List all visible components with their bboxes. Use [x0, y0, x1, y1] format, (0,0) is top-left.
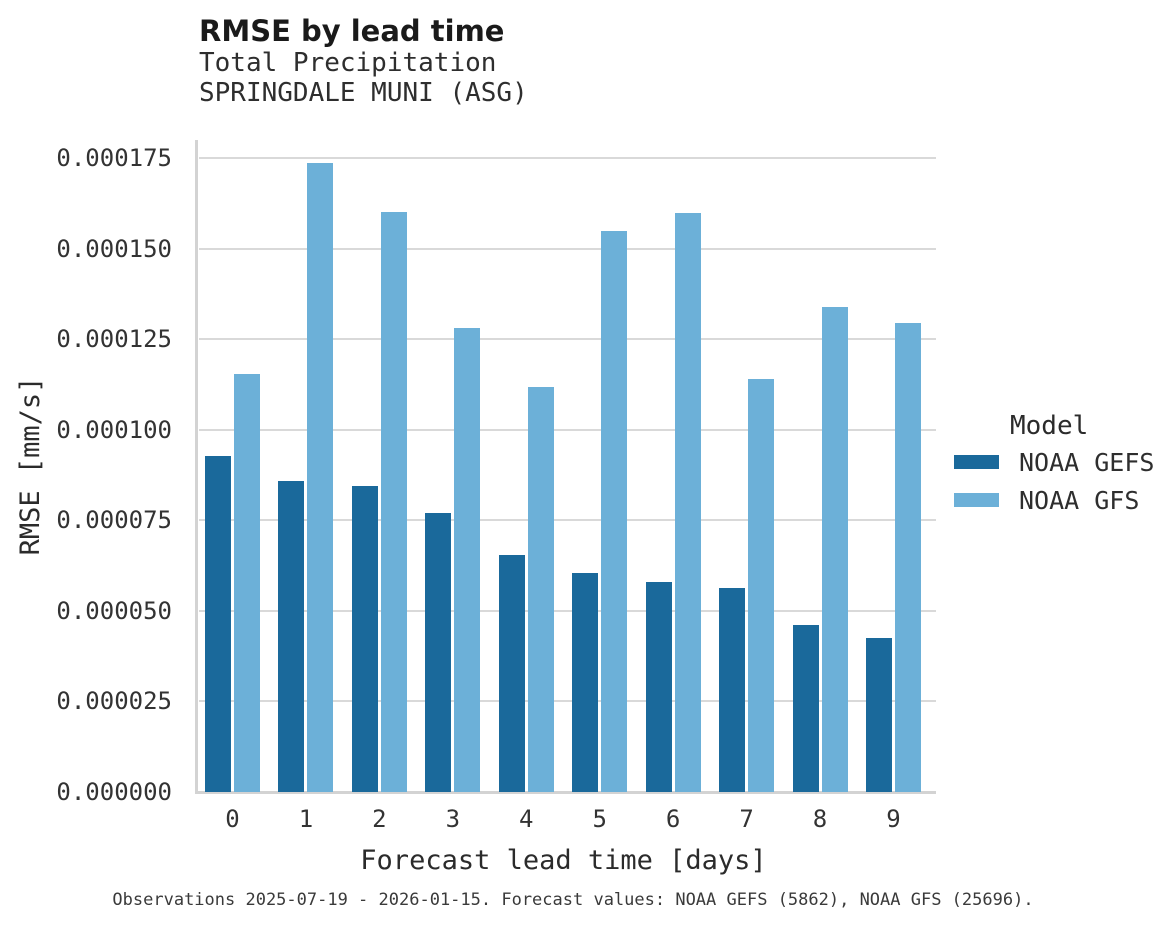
bar-noaa-gfs-4 [527, 386, 554, 792]
y-tick-mark-right [927, 519, 936, 522]
y-tick-label: 0.000175 [56, 144, 172, 173]
bar-noaa-gefs-1 [278, 480, 305, 792]
bar-noaa-gefs-6 [645, 581, 672, 792]
x-tick-label: 8 [812, 805, 828, 833]
bar-noaa-gfs-3 [454, 328, 481, 792]
legend-label-gefs: NOAA GEFS [1019, 447, 1155, 477]
bar-noaa-gfs-1 [307, 162, 334, 792]
plot-panel [199, 140, 928, 792]
x-axis-title: Forecast lead time [days] [360, 845, 767, 876]
x-tick-label: 0 [225, 805, 240, 833]
legend-row-gefs: NOAA GEFS [952, 444, 1172, 480]
legend-title: Model [1010, 411, 1089, 441]
bar-noaa-gefs-0 [205, 455, 231, 792]
gridline [199, 157, 928, 160]
caption: Observations 2025-07-19 - 2026-01-15. Fo… [112, 890, 1034, 910]
y-tick-mark-right [927, 157, 936, 160]
x-tick-label: 5 [592, 805, 607, 833]
bar-noaa-gefs-8 [792, 625, 819, 792]
bar-noaa-gfs-5 [601, 230, 628, 792]
bar-noaa-gfs-0 [234, 373, 260, 792]
bar-noaa-gefs-2 [351, 485, 378, 792]
legend: Model NOAA GEFS NOAA GFS [952, 410, 1172, 518]
gridline [199, 428, 928, 431]
gridline [199, 519, 928, 522]
x-tick-label: 1 [298, 805, 314, 833]
bar-noaa-gfs-9 [894, 322, 921, 792]
y-tick-mark-right [927, 609, 936, 612]
y-tick-mark-right [927, 700, 936, 703]
x-tick-label: 9 [886, 805, 901, 833]
bar-noaa-gefs-3 [425, 513, 452, 792]
bar-noaa-gfs-2 [380, 212, 407, 792]
y-tick-label: 0.000025 [56, 687, 172, 716]
chart-subtitle: Total Precipitation [199, 48, 497, 78]
x-tick-label: 6 [665, 805, 681, 833]
x-axis-line [195, 791, 936, 794]
bar-noaa-gfs-8 [821, 306, 848, 792]
gridline [199, 700, 928, 703]
y-tick-mark-right [927, 247, 936, 250]
y-tick-mark-right [927, 338, 936, 341]
x-tick-label: 3 [445, 805, 461, 833]
chart-title: RMSE by lead time [199, 14, 505, 48]
legend-swatch-gfs [954, 493, 999, 507]
title-block: RMSE by lead time Total Precipitation SP… [199, 14, 528, 108]
x-tick-label: 7 [739, 805, 754, 833]
legend-swatch-gefs [954, 455, 999, 469]
y-axis-title: RMSE [mm/s] [15, 376, 46, 556]
bar-noaa-gfs-6 [674, 213, 701, 792]
y-tick-label: 0.000000 [56, 778, 172, 806]
bar-noaa-gefs-7 [719, 588, 746, 792]
x-tick-label: 4 [519, 805, 534, 833]
y-tick-label: 0.000075 [56, 506, 172, 535]
y-tick-label: 0.000125 [56, 325, 172, 354]
gridline [199, 247, 928, 250]
bar-noaa-gefs-4 [498, 555, 525, 792]
legend-row-gfs: NOAA GFS [952, 482, 1172, 518]
bar-noaa-gefs-9 [865, 638, 892, 792]
gridline [199, 338, 928, 341]
legend-label-gfs: NOAA GFS [1019, 485, 1140, 515]
bar-noaa-gefs-5 [572, 573, 599, 792]
chart-station: SPRINGDALE MUNI (ASG) [199, 78, 528, 108]
x-tick-label: 2 [372, 805, 387, 833]
bar-noaa-gfs-7 [748, 379, 775, 792]
gridline [199, 609, 928, 612]
y-tick-label: 0.000150 [56, 234, 172, 263]
y-axis-line [195, 140, 198, 794]
y-tick-label: 0.000050 [56, 596, 172, 625]
y-tick-label: 0.000100 [56, 415, 172, 444]
y-tick-mark-right [927, 428, 936, 431]
